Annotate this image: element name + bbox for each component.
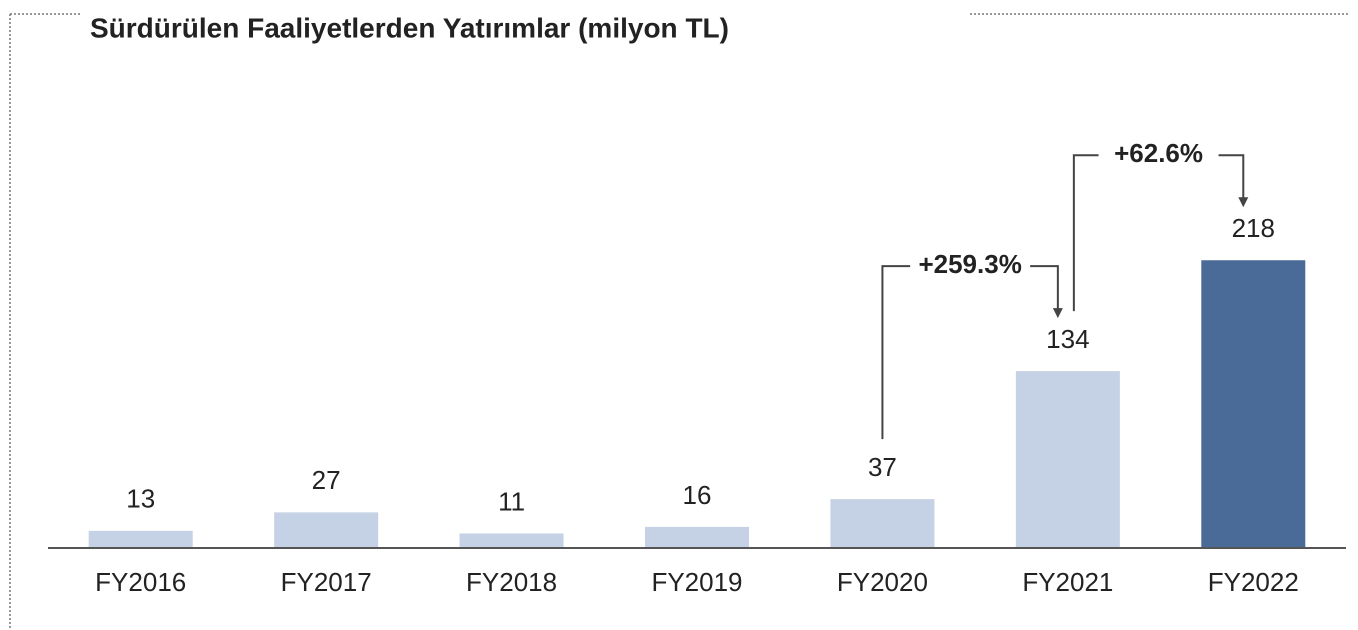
x-tick-label: FY2020 [837,567,928,597]
value-label: 11 [498,486,525,516]
x-tick-label: FY2019 [651,567,742,597]
x-tick-label: FY2018 [466,567,557,597]
x-tick-label: FY2016 [95,567,186,597]
x-tick-label: FY2022 [1208,567,1299,597]
x-tick-label: FY2017 [281,567,372,597]
bar [274,512,379,548]
value-label: 27 [312,465,341,495]
annotation-label: +259.3% [918,249,1021,279]
value-label: 16 [683,480,712,510]
annotation-label: +62.6% [1114,138,1203,168]
bar [459,533,564,548]
annotation-connector [1072,154,1243,312]
value-label: 134 [1046,324,1089,354]
value-label: 218 [1232,213,1275,243]
bar [88,530,193,548]
x-tick-label: FY2021 [1022,567,1113,597]
value-label: 13 [126,484,155,514]
bar [1201,260,1306,548]
annotation-connector [881,265,1057,440]
value-label: 37 [868,452,897,482]
chart-title: Sürdürülen Faaliyetlerden Yatırımlar (mi… [90,12,729,43]
bar [1015,371,1120,548]
bar [645,526,749,548]
bar [830,499,935,548]
